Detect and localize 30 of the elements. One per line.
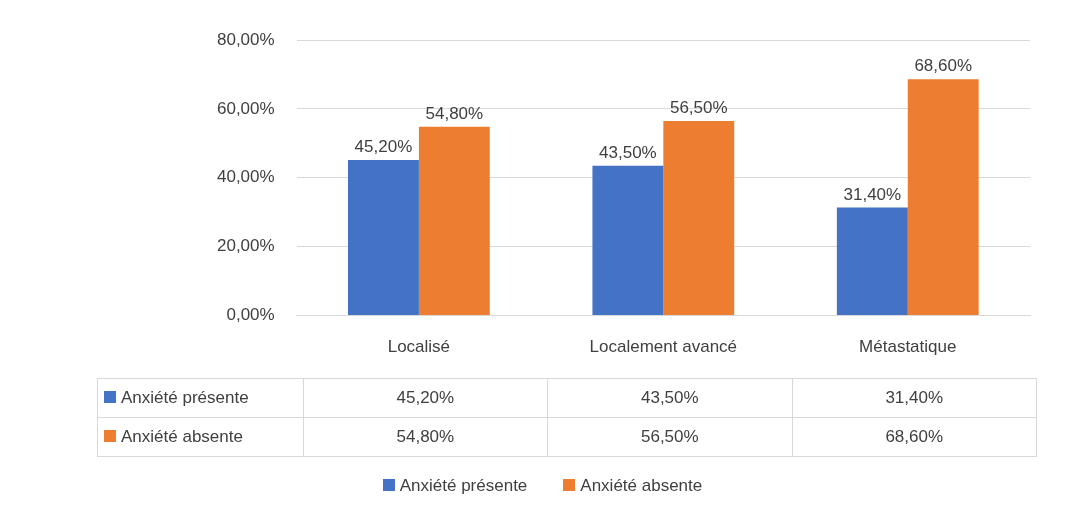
text: 68,60% [914,56,973,76]
bar [592,165,664,316]
text: 54,80% [425,104,484,123]
y-tick-label: 0,00% [226,305,275,325]
data-label: 68,60% [792,417,1037,457]
y-tick-label: 40,00% [216,167,275,187]
legend-label: Anxiété présente [97,378,304,418]
bar [907,79,979,316]
text: 43,50% [599,142,657,162]
data-label: 31,40% [792,378,1037,418]
data-label: 43,50% [547,378,793,418]
text: 45,20% [354,137,413,157]
y-tick-label: 60,00% [216,98,275,118]
text: 31,40% [843,184,902,204]
bar [418,126,490,316]
text: Anxiété absente [121,427,243,446]
text: 56,50% [669,98,728,118]
y-tick-label: 80,00% [216,29,275,49]
data-label: 54,80% [303,417,548,457]
data-label: 45,20% [303,378,548,418]
legend-label: Anxiété absente [579,476,703,495]
y-tick-label: 20,00% [216,236,275,256]
bar [836,207,908,316]
x-tick-label: Localement avancé [589,337,738,357]
data-label: 56,50% [547,417,793,457]
x-tick-label: Localisé [387,337,451,357]
bar [347,159,419,316]
text: Anxiété présente [399,476,528,495]
x-tick-label: Métastatique [859,337,957,357]
bar [663,120,735,316]
